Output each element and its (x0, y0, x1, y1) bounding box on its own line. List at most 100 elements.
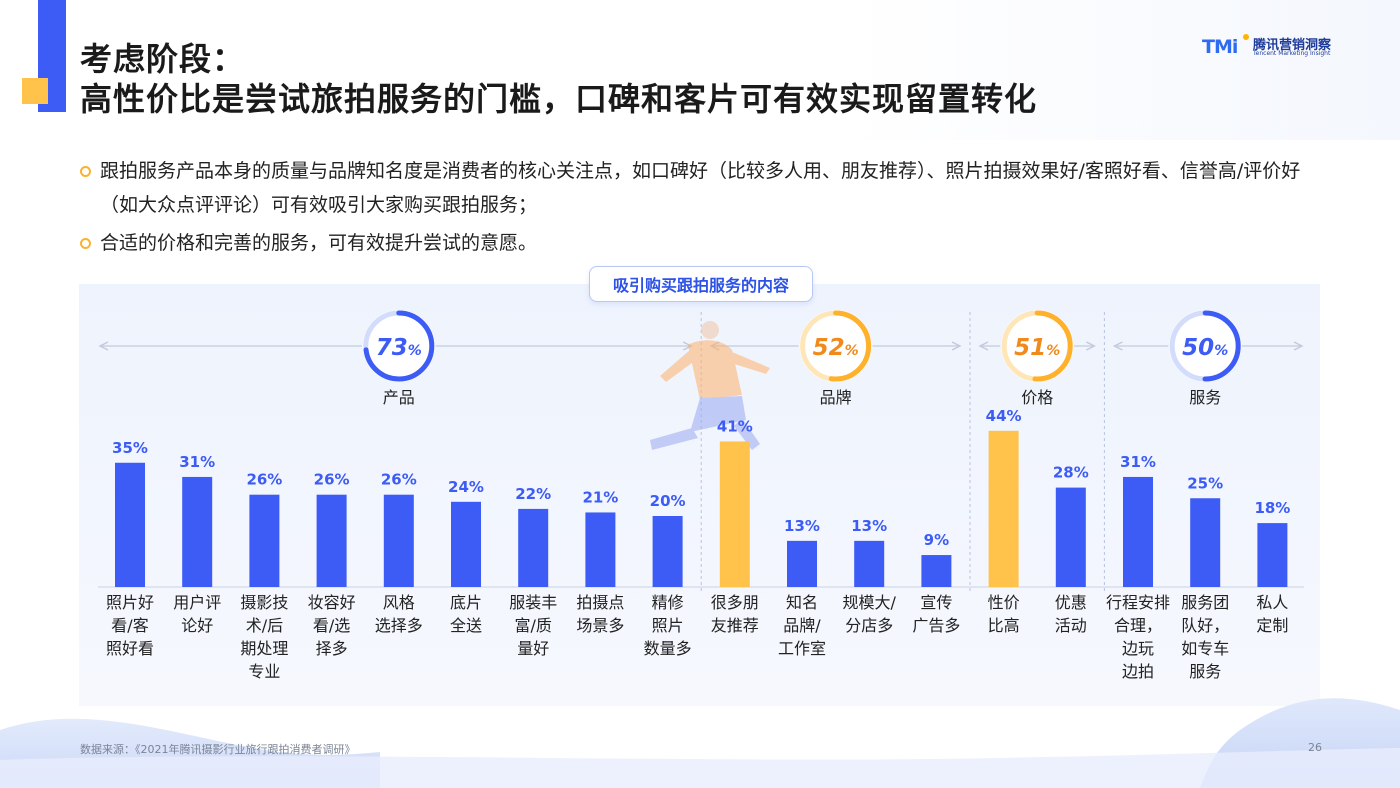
bar (854, 540, 885, 587)
bullet-item: 跟拍服务产品本身的质量与品牌知名度是消费者的核心关注点，如口碑好（比较多人用、朋… (80, 154, 1320, 222)
category-label: 拍摄点 (576, 593, 624, 612)
bar (1257, 523, 1288, 587)
bar-value-label: 26% (246, 471, 282, 489)
category-label: 比高 (988, 616, 1020, 635)
bullet-dot-icon (80, 238, 91, 249)
bar (1190, 498, 1221, 587)
bar (787, 540, 817, 587)
category-label: 看/选 (313, 616, 350, 635)
logo-name-en: Tencent Marketing Insight (1253, 50, 1331, 57)
group-name: 产品 (383, 388, 415, 407)
bar-value-label: 13% (851, 517, 887, 535)
accent-square (22, 78, 48, 104)
group-percent: 73% (376, 335, 422, 361)
bar (1055, 487, 1086, 587)
category-label: 场景多 (576, 616, 624, 635)
arrow-right-icon (1293, 341, 1304, 351)
category-label: 活动 (1055, 616, 1087, 635)
bar (921, 555, 952, 587)
bar-value-label: 18% (1254, 499, 1290, 517)
tmi-logo: TMi 腾讯营销洞察 Tencent Marketing Insight (1202, 34, 1332, 62)
category-label: 术/后 (246, 616, 283, 635)
category-label: 合理， (1114, 616, 1162, 635)
page-title-line2: 高性价比是尝试旅拍服务的门槛，口碑和客片可有效实现留置转化 (80, 80, 1038, 118)
category-label: 论好 (181, 616, 213, 635)
category-label: 照好看 (106, 639, 154, 658)
group-percent: 52% (813, 335, 859, 361)
page-number: 26 (1308, 741, 1322, 754)
category-label: 品牌/ (783, 616, 821, 635)
ring-progress (1169, 310, 1241, 382)
bar (383, 494, 414, 587)
category-label: 知名 (786, 593, 818, 612)
category-label: 优惠 (1055, 593, 1087, 612)
category-label: 照片好 (106, 593, 154, 612)
arrow-right-icon (1086, 341, 1096, 351)
category-label: 宣传 (920, 593, 952, 612)
bar (182, 476, 213, 587)
chart-title: 吸引购买跟拍服务的内容 (589, 266, 813, 302)
category-label: 服务 (1189, 662, 1221, 681)
bar-value-label: 24% (448, 478, 484, 496)
category-label: 服务团 (1181, 593, 1229, 612)
category-label: 如专车 (1181, 639, 1229, 658)
arrow-left-icon (98, 341, 109, 351)
bar-value-label: 28% (1053, 464, 1089, 482)
footer-wave (0, 698, 1400, 788)
ring-progress (363, 310, 435, 382)
ring-background (1169, 310, 1242, 382)
category-label: 边拍 (1122, 662, 1154, 681)
bar-value-label: 31% (179, 453, 215, 471)
bar (1123, 476, 1153, 587)
bar (719, 441, 750, 587)
bar (988, 430, 1019, 587)
ring-progress (1001, 310, 1073, 382)
bar (249, 494, 280, 587)
category-label: 精修 (652, 593, 684, 612)
category-label: 工作室 (778, 639, 826, 658)
ring-background (1001, 310, 1074, 382)
title-band (0, 0, 1400, 140)
bar (316, 494, 347, 587)
bar-value-label: 13% (784, 517, 820, 535)
page-title-line1: 考虑阶段： (80, 40, 246, 78)
group-name: 品牌 (820, 388, 852, 407)
category-label: 服装丰 (509, 593, 557, 612)
bar-value-label: 25% (1187, 474, 1223, 492)
logo-mark: TMi (1202, 36, 1238, 58)
category-label: 分店多 (845, 616, 893, 635)
category-label: 行程安排 (1106, 593, 1170, 612)
category-label: 规模大/ (842, 593, 896, 612)
category-label: 看/客 (111, 616, 148, 635)
category-label: 定制 (1256, 616, 1288, 635)
bar-value-label: 26% (381, 471, 417, 489)
bar-value-label: 26% (314, 471, 350, 489)
arrow-left-icon (1112, 341, 1123, 351)
category-label: 很多朋 (711, 593, 759, 612)
bullet-dot-icon (80, 166, 91, 177)
bar (518, 508, 549, 587)
category-label: 广告多 (912, 616, 960, 635)
category-label: 期处理 (240, 639, 288, 658)
category-label: 富/质 (514, 616, 551, 635)
bar (585, 512, 616, 587)
bullet-text: 合适的价格和完善的服务，可有效提升尝试的意愿。 (100, 232, 538, 254)
category-label: 照片 (652, 616, 684, 635)
ring-background (362, 310, 435, 382)
data-source: 数据来源：《2021年腾讯摄影行业旅行跟拍消费者调研》 (80, 743, 356, 756)
bar-value-label: 35% (112, 439, 148, 457)
category-label: 择多 (316, 639, 348, 658)
bar-value-label: 22% (515, 485, 551, 503)
bullet-text: 跟拍服务产品本身的质量与品牌知名度是消费者的核心关注点，如口碑好（比较多人用、朋… (100, 160, 1301, 216)
category-label: 风格 (383, 593, 415, 612)
group-name: 服务 (1189, 388, 1221, 407)
category-label: 底片 (450, 593, 482, 612)
bar-value-label: 41% (717, 417, 753, 435)
bullet-item: 合适的价格和完善的服务，可有效提升尝试的意愿。 (80, 226, 1320, 260)
bar (115, 462, 145, 587)
category-label: 队好， (1181, 616, 1229, 635)
bar-value-label: 21% (582, 488, 618, 506)
category-label: 私人 (1256, 593, 1288, 612)
category-label: 数量多 (644, 639, 692, 658)
